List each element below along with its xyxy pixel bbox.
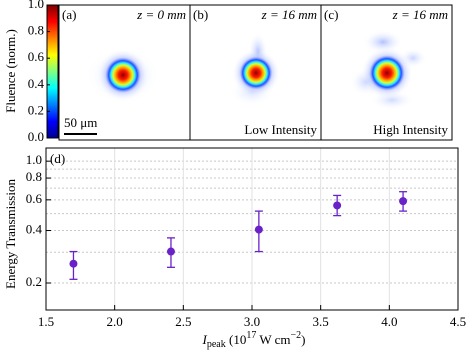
x-axis-label-part: peak xyxy=(207,339,226,350)
colorbar-frame xyxy=(46,4,59,139)
x-tick-label: 3.0 xyxy=(244,314,260,329)
image-panel-frame xyxy=(320,4,453,141)
x-tick-label: 2.5 xyxy=(175,314,191,329)
data-point xyxy=(333,201,342,210)
x-tick-label: 1.5 xyxy=(38,314,54,329)
y-tick-label: 1.0 xyxy=(26,152,42,167)
x-axis-label-part: ) xyxy=(301,332,305,347)
data-point xyxy=(69,259,78,268)
x-tick-label: 2.0 xyxy=(107,314,123,329)
colorbar-tick-label: 0.4 xyxy=(28,76,45,91)
x-axis-label: Ipeak (1017 W cm−2) xyxy=(202,330,306,350)
x-tick-label: 4.0 xyxy=(381,314,397,329)
panel-caption: Low Intensity xyxy=(244,122,317,137)
panel-label: (b) xyxy=(193,7,208,22)
colorbar-tick-label: 0.2 xyxy=(28,102,44,117)
x-axis-label-part: I xyxy=(202,332,208,347)
x-axis-label-part: 17 xyxy=(246,330,256,341)
y-tick-label: 0.4 xyxy=(26,222,43,237)
data-point xyxy=(166,247,175,256)
panel-caption: High Intensity xyxy=(373,122,448,137)
y-tick-label: 0.6 xyxy=(26,191,43,206)
data-point xyxy=(399,197,408,206)
y-tick-label: 0.8 xyxy=(26,169,42,184)
x-axis-label-part: −2 xyxy=(291,330,302,341)
plot-frame xyxy=(45,147,459,311)
panel-position: z = 16 mm xyxy=(261,7,317,22)
colorbar-label: Fluence (norm.) xyxy=(3,29,18,113)
colorbar-tick-label: 0.8 xyxy=(28,23,44,38)
colorbar xyxy=(47,5,58,138)
panel-label: (a) xyxy=(62,7,76,22)
x-tick-label: 3.5 xyxy=(313,314,329,329)
colorbar-tick-label: 0.6 xyxy=(28,49,45,64)
x-tick-label: 4.5 xyxy=(450,314,466,329)
scale-bar-label: 50 μm xyxy=(64,115,97,130)
beam-images xyxy=(85,30,427,110)
panel-label: (c) xyxy=(324,7,338,22)
colorbar-tick-label: 1.0 xyxy=(28,0,44,11)
colorbar-tick-label: 0.0 xyxy=(28,129,44,144)
x-axis-label-part: W cm xyxy=(256,332,290,347)
y-axis-label: Energy Transmission xyxy=(3,179,18,289)
panel-position: z = 16 mm xyxy=(392,7,448,22)
panel-position: z = 0 mm xyxy=(136,7,186,22)
data-point xyxy=(254,225,263,234)
x-axis-label-part: (10 xyxy=(226,332,247,347)
y-tick-label: 0.2 xyxy=(26,274,42,289)
panel-label: (d) xyxy=(50,151,65,166)
